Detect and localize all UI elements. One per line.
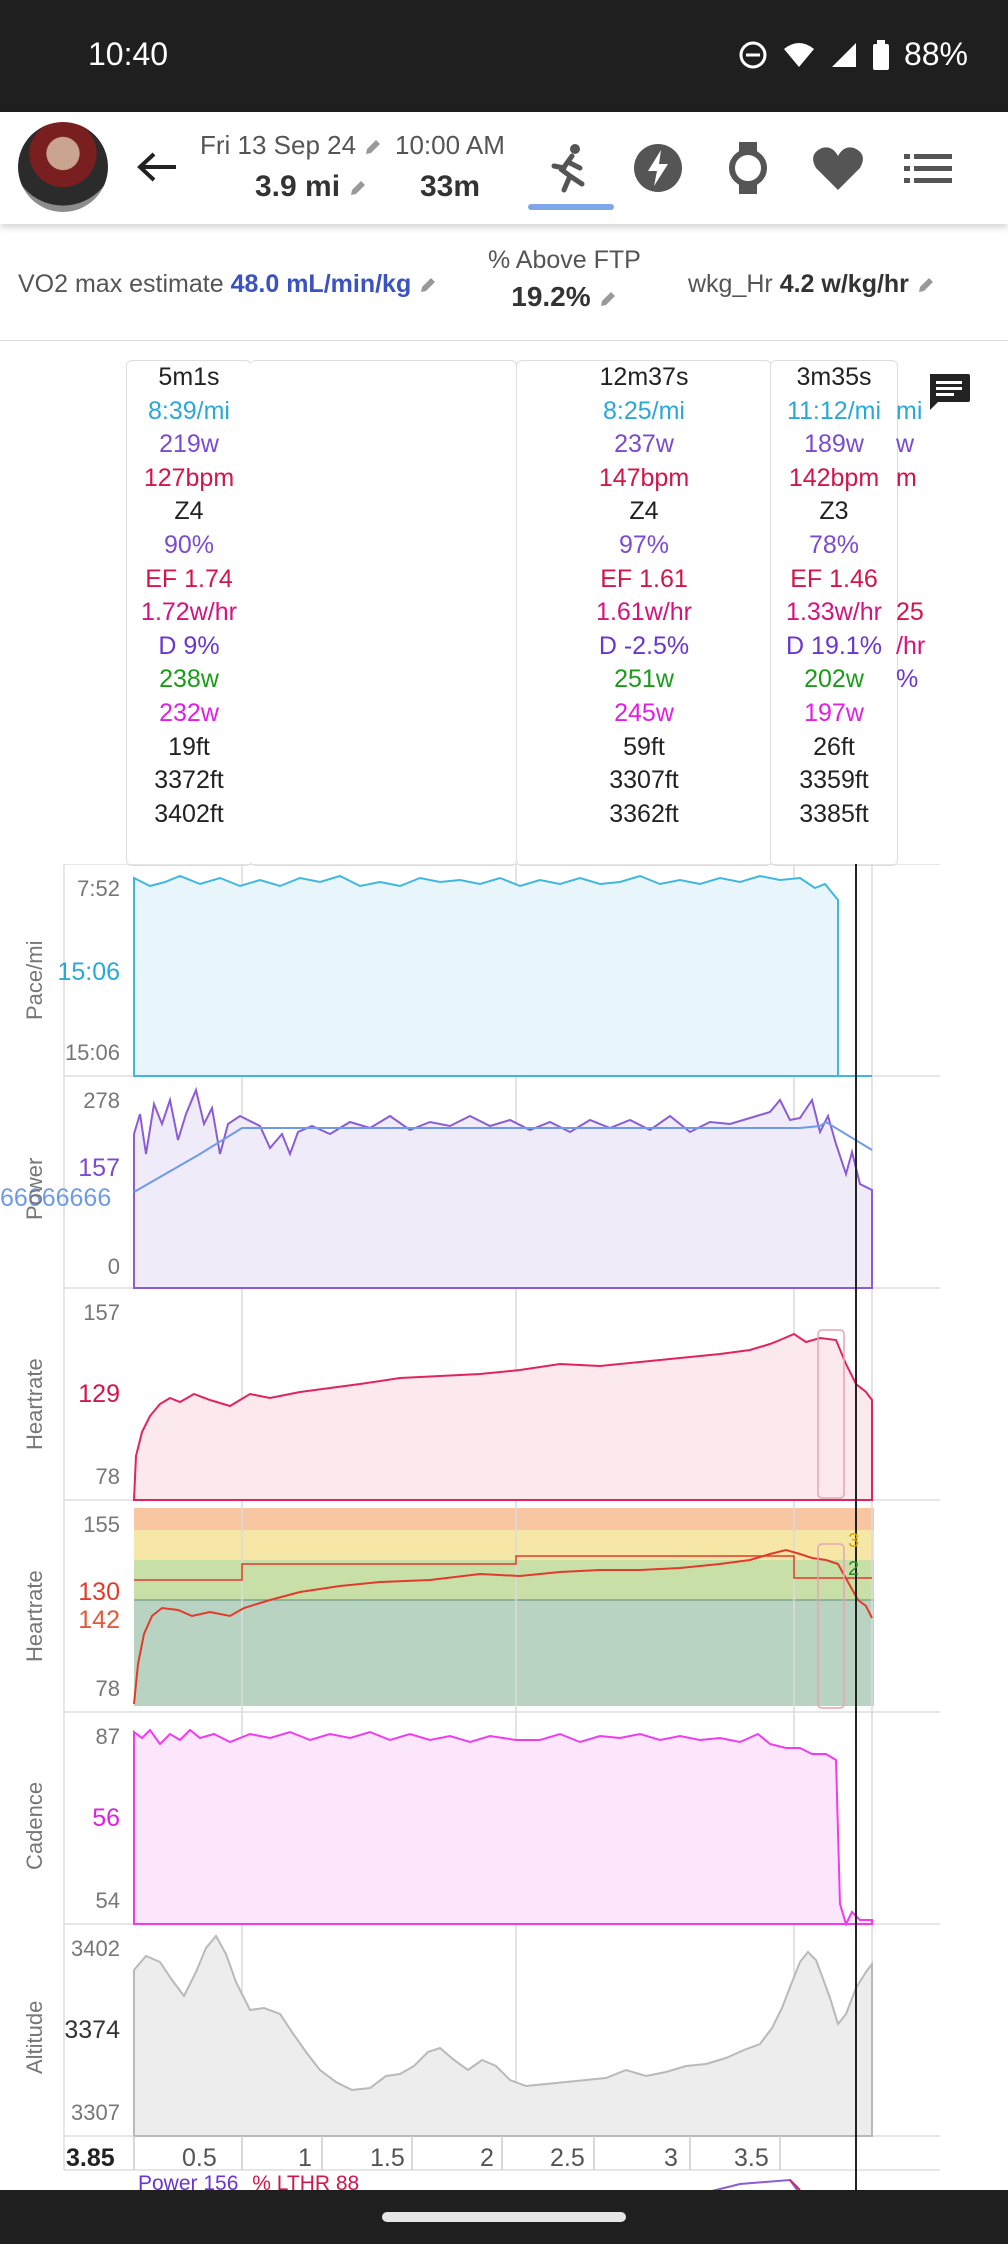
run-icon[interactable] bbox=[542, 140, 598, 196]
cadence-y-mid: 56 bbox=[92, 1804, 120, 1832]
watch-icon[interactable] bbox=[720, 140, 776, 196]
zone-marker-2: 2 bbox=[848, 1558, 860, 1580]
activity-charts[interactable] bbox=[0, 864, 1008, 2194]
hr-zone-lightgreen bbox=[134, 1560, 874, 1600]
interval-card[interactable]: 5m1s 8:39/mi 219w 127bpm Z4 90% EF 1.74 … bbox=[126, 360, 252, 866]
power-axis-label: Power bbox=[22, 1157, 47, 1220]
status-bar: 10:40 88% bbox=[0, 0, 1008, 112]
cadence-series bbox=[133, 1728, 873, 1927]
activity-duration: 33m bbox=[420, 170, 481, 203]
zone-marker-3: 3 bbox=[848, 1530, 860, 1552]
heart-icon[interactable] bbox=[810, 140, 866, 196]
cadence-axis-label: Cadence bbox=[22, 1781, 47, 1870]
power-y-bottom: 0 bbox=[107, 1254, 120, 1279]
edit-pencil-icon[interactable] bbox=[916, 275, 936, 295]
power-average bbox=[133, 1120, 873, 1193]
x-tick-marks bbox=[133, 2136, 781, 2170]
hrz-y-bottom: 78 bbox=[95, 1676, 120, 1701]
power-y-avg: 66666666 bbox=[0, 1184, 112, 1212]
interval-card[interactable]: 12m37s 8:25/mi 237w 147bpm Z4 97% EF 1.6… bbox=[516, 360, 772, 866]
legend-lthr: % LTHR 88 bbox=[252, 2172, 360, 2195]
altitude-axis-label: Altitude bbox=[22, 2000, 47, 2074]
hrz-y-top: 155 bbox=[83, 1512, 120, 1537]
interval-gap bbox=[250, 360, 517, 866]
x-tick: 0.5 bbox=[182, 2144, 217, 2172]
signal-icon bbox=[831, 42, 856, 67]
selection-marker[interactable] bbox=[817, 1543, 845, 1709]
hr-axis-label: Heartrate bbox=[22, 1358, 47, 1450]
pace-axis-label: Pace/mi bbox=[22, 940, 47, 1020]
wifi-icon bbox=[783, 42, 814, 67]
hr-zone-yellow bbox=[134, 1530, 874, 1560]
activity-start-time: 10:00 AM bbox=[395, 130, 505, 160]
edit-pencil-icon[interactable] bbox=[598, 289, 618, 309]
cadence-y-bottom: 54 bbox=[95, 1888, 120, 1913]
hrz-axis-label: Heartrate bbox=[22, 1570, 47, 1662]
interval-card[interactable]: 3m35s 11:12/mi 189w 142bpm Z3 78% EF 1.4… bbox=[770, 360, 898, 866]
home-gesture-pill[interactable] bbox=[382, 2212, 626, 2222]
power-y-mid: 157 bbox=[78, 1154, 120, 1182]
heartrate-zone-series bbox=[133, 1548, 873, 1705]
avatar[interactable] bbox=[18, 122, 108, 212]
metrics-row: VO2 max estimate 48.0 mL/min/kg % Above … bbox=[0, 236, 1008, 340]
power-y-top: 278 bbox=[83, 1088, 120, 1113]
altitude-series bbox=[133, 1934, 873, 2137]
edit-pencil-icon[interactable] bbox=[348, 178, 368, 198]
x-tick: 3 bbox=[664, 2144, 678, 2172]
activity-date[interactable]: Fri 13 Sep 24 bbox=[200, 130, 383, 161]
active-tab-indicator bbox=[528, 204, 614, 210]
legend-power: Power 156 bbox=[138, 2172, 239, 2195]
section-divider bbox=[0, 340, 1008, 341]
x-tick: 2 bbox=[480, 2144, 494, 2172]
x-tick: 2.5 bbox=[550, 2144, 585, 2172]
x-cursor-value: 3.85 bbox=[66, 2144, 115, 2172]
pace-series bbox=[133, 874, 839, 1077]
charts-area[interactable]: 7:52 15:06 15:06 Pace/mi 278 157 6666666… bbox=[0, 864, 1008, 2196]
hrz-y-mid: 130 bbox=[78, 1578, 120, 1606]
x-tick: 1.5 bbox=[370, 2144, 405, 2172]
heartrate-zone-steps bbox=[134, 1555, 872, 1581]
hrz-y-mid2: 142 bbox=[78, 1606, 120, 1634]
back-arrow-icon[interactable] bbox=[132, 142, 182, 192]
list-icon[interactable] bbox=[900, 140, 956, 196]
hr-y-mid: 129 bbox=[78, 1380, 120, 1408]
hr-zone-green bbox=[134, 1600, 874, 1706]
next-chart-legend: Power 156 % LTHR 88 bbox=[138, 2172, 359, 2196]
hr-zone-orange bbox=[134, 1508, 874, 1530]
hr-y-top: 157 bbox=[83, 1300, 120, 1325]
dnd-icon bbox=[739, 41, 767, 68]
x-tick: 1 bbox=[298, 2144, 312, 2172]
wkg-metric[interactable]: wkg_Hr 4.2 w/kg/hr bbox=[688, 270, 936, 299]
status-time: 10:40 bbox=[88, 36, 169, 72]
next-chart-hr bbox=[789, 2179, 801, 2191]
activity-header: Fri 13 Sep 24 10:00 AM 3.9 mi 33m bbox=[0, 112, 1008, 224]
heartrate-series bbox=[132, 1332, 873, 1501]
power-series bbox=[133, 1086, 873, 1289]
vo2-metric[interactable]: VO2 max estimate 48.0 mL/min/kg bbox=[18, 270, 438, 299]
altitude-y-top: 3402 bbox=[71, 1936, 120, 1961]
altitude-y-mid: 3374 bbox=[64, 2016, 120, 2044]
next-chart-power bbox=[699, 2178, 801, 2194]
navigation-bar bbox=[0, 2190, 1008, 2244]
pace-y-top: 7:52 bbox=[77, 876, 120, 901]
battery-percent: 88% bbox=[903, 36, 968, 72]
power-icon[interactable] bbox=[630, 140, 686, 196]
pace-y-bottom: 15:06 bbox=[64, 1040, 120, 1065]
altitude-y-bottom: 3307 bbox=[71, 2100, 120, 2125]
selection-marker[interactable] bbox=[817, 1329, 845, 1499]
edit-pencil-icon[interactable] bbox=[363, 137, 383, 157]
activity-distance[interactable]: 3.9 mi bbox=[255, 170, 368, 204]
hr-y-bottom: 78 bbox=[95, 1464, 120, 1489]
x-tick: 3.5 bbox=[734, 2144, 769, 2172]
edit-pencil-icon[interactable] bbox=[418, 275, 438, 295]
battery-icon bbox=[872, 39, 889, 70]
interval-card-partial[interactable]: mi w m 25 /hr % bbox=[896, 396, 926, 694]
pace-y-mid: 15:06 bbox=[57, 958, 120, 986]
cadence-y-top: 87 bbox=[95, 1724, 120, 1749]
ftp-metric[interactable]: % Above FTP 19.2% bbox=[488, 246, 641, 312]
comment-icon[interactable] bbox=[926, 372, 972, 412]
